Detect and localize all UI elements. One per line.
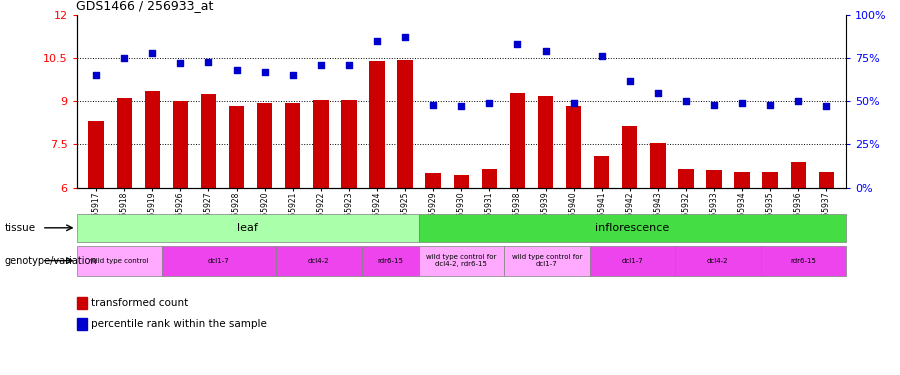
- Bar: [538, 96, 554, 188]
- Text: tissue: tissue: [4, 223, 36, 233]
- Bar: [622, 126, 637, 188]
- Bar: [819, 172, 834, 188]
- Bar: [398, 60, 413, 188]
- Text: dcl1-7: dcl1-7: [621, 258, 644, 264]
- Bar: [116, 98, 132, 188]
- Point: [285, 72, 300, 78]
- Bar: [650, 143, 666, 188]
- Point: [510, 41, 525, 47]
- Bar: [482, 169, 497, 188]
- Bar: [418, 214, 846, 242]
- Text: rdr6-15: rdr6-15: [790, 258, 816, 264]
- Bar: [88, 122, 104, 188]
- Point: [426, 102, 440, 108]
- Bar: [145, 91, 160, 188]
- Bar: [229, 106, 244, 188]
- Point: [763, 102, 778, 108]
- Point: [398, 34, 412, 40]
- Text: GDS1466 / 256933_at: GDS1466 / 256933_at: [76, 0, 214, 12]
- Bar: [790, 162, 806, 188]
- Text: wild type control for
dcl4-2, rdr6-15: wild type control for dcl4-2, rdr6-15: [426, 254, 497, 267]
- Point: [791, 98, 806, 104]
- Point: [595, 53, 609, 59]
- Bar: [734, 172, 750, 188]
- Bar: [760, 246, 846, 276]
- Bar: [454, 175, 469, 188]
- Point: [482, 100, 497, 106]
- Point: [117, 55, 131, 61]
- Bar: [362, 246, 418, 276]
- Text: wild type control for
dcl1-7: wild type control for dcl1-7: [511, 254, 582, 267]
- Bar: [566, 106, 581, 188]
- Bar: [256, 103, 273, 188]
- Bar: [173, 101, 188, 188]
- Point: [145, 50, 159, 56]
- Text: leaf: leaf: [237, 223, 258, 233]
- Bar: [201, 94, 216, 188]
- Point: [454, 104, 469, 110]
- Point: [313, 62, 328, 68]
- Point: [202, 58, 216, 64]
- Point: [342, 62, 356, 68]
- Bar: [590, 246, 675, 276]
- Text: inflorescence: inflorescence: [595, 223, 670, 233]
- Bar: [313, 100, 328, 188]
- Text: genotype/variation: genotype/variation: [4, 256, 97, 266]
- Text: rdr6-15: rdr6-15: [377, 258, 403, 264]
- Bar: [162, 246, 276, 276]
- Text: wild type control: wild type control: [90, 258, 148, 264]
- Point: [538, 48, 553, 54]
- Point: [173, 60, 187, 66]
- Point: [89, 72, 104, 78]
- Bar: [276, 246, 362, 276]
- Point: [370, 38, 384, 44]
- Bar: [675, 246, 760, 276]
- Bar: [504, 246, 590, 276]
- Point: [566, 100, 580, 106]
- Point: [706, 102, 721, 108]
- Bar: [76, 214, 418, 242]
- Bar: [285, 103, 301, 188]
- Text: dcl4-2: dcl4-2: [308, 258, 329, 264]
- Bar: [418, 246, 504, 276]
- Bar: [762, 172, 778, 188]
- Bar: [76, 246, 162, 276]
- Point: [735, 100, 750, 106]
- Text: percentile rank within the sample: percentile rank within the sample: [91, 319, 266, 328]
- Text: dcl1-7: dcl1-7: [208, 258, 230, 264]
- Bar: [509, 93, 525, 188]
- Text: dcl4-2: dcl4-2: [707, 258, 728, 264]
- Point: [257, 69, 272, 75]
- Bar: [706, 170, 722, 188]
- Bar: [341, 100, 356, 188]
- Bar: [426, 173, 441, 188]
- Point: [230, 67, 244, 73]
- Point: [819, 104, 833, 110]
- Point: [623, 78, 637, 84]
- Bar: [369, 61, 384, 188]
- Bar: [679, 169, 694, 188]
- Point: [679, 98, 693, 104]
- Bar: [594, 156, 609, 188]
- Point: [651, 90, 665, 96]
- Text: transformed count: transformed count: [91, 298, 188, 308]
